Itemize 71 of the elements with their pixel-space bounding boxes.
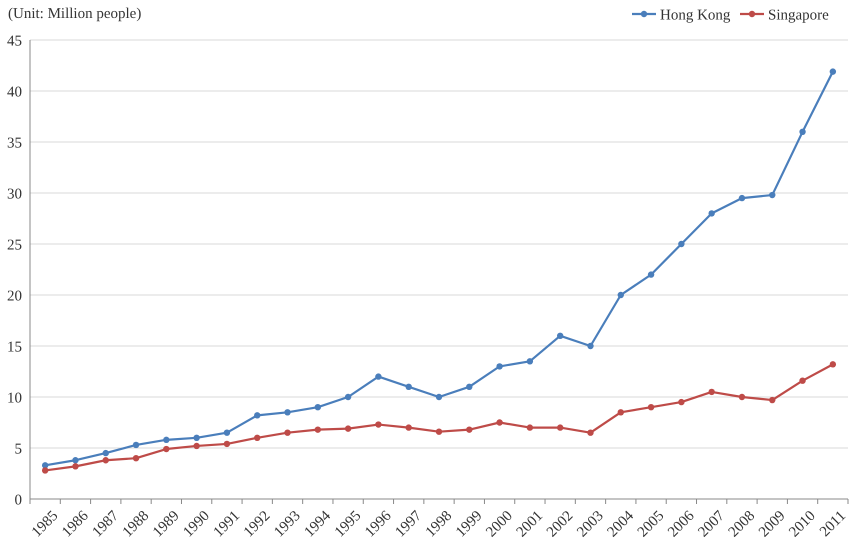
point [678, 398, 685, 406]
point [708, 210, 715, 217]
point [344, 394, 352, 400]
point [466, 426, 472, 433]
point [587, 430, 594, 436]
point [284, 409, 291, 416]
legend-label: Singapore [768, 7, 830, 24]
y-tick-label: 35 [7, 135, 22, 152]
point [375, 421, 382, 428]
y-axis-title: (Unit: Million people) [8, 6, 142, 22]
legend-label: Hong Kong [660, 7, 731, 24]
point [436, 428, 442, 435]
y-tick-label: 40 [7, 84, 22, 100]
point [406, 384, 412, 390]
point [678, 240, 685, 248]
point [375, 373, 382, 380]
point [163, 436, 170, 444]
y-tick-label: 45 [7, 33, 22, 50]
point [102, 457, 109, 464]
point [799, 128, 806, 135]
point [556, 424, 564, 431]
y-tick-label: 5 [14, 441, 22, 458]
point [254, 434, 260, 441]
point [163, 446, 170, 452]
point [254, 412, 260, 419]
point [618, 409, 624, 416]
y-tick-label: 20 [7, 288, 22, 304]
x-tick-label: 2011 [816, 508, 850, 540]
point [587, 342, 594, 350]
point [830, 68, 836, 75]
y-tick-label: 30 [7, 186, 22, 202]
y-tick-label: 0 [14, 492, 22, 508]
point [648, 271, 654, 278]
point [799, 377, 806, 384]
point [738, 194, 746, 202]
y-tick-label: 10 [7, 390, 22, 406]
point [618, 292, 624, 298]
point [830, 361, 836, 368]
y-tick-label: 25 [7, 237, 22, 254]
x-tick-label: 1989 [150, 508, 183, 540]
point [769, 192, 776, 198]
point [224, 440, 230, 448]
point [526, 424, 534, 431]
point [193, 434, 200, 441]
point [132, 442, 140, 448]
point [284, 430, 291, 436]
x-tick-label: 1991 [210, 508, 244, 540]
point [436, 394, 442, 400]
point [344, 425, 352, 432]
point [102, 450, 109, 456]
point [556, 332, 564, 339]
point [42, 467, 48, 474]
point [496, 363, 503, 370]
point [314, 426, 322, 433]
point [193, 442, 200, 450]
point [526, 358, 534, 364]
x-tick-label: 2001 [514, 508, 546, 540]
x-tick-label: 1999 [453, 508, 486, 540]
point [72, 463, 79, 470]
point [224, 430, 230, 436]
point [314, 404, 322, 410]
point [406, 424, 412, 431]
point [738, 394, 746, 400]
y-tick-label: 15 [7, 339, 22, 356]
point [648, 404, 654, 410]
point [769, 396, 776, 404]
point [466, 384, 472, 390]
point [132, 455, 140, 462]
point [708, 388, 715, 396]
point [496, 419, 503, 426]
point [72, 457, 79, 464]
